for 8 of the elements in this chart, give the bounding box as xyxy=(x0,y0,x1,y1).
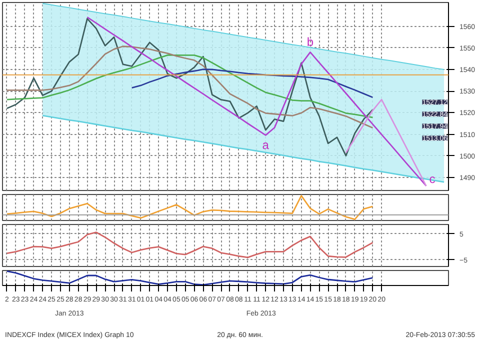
line-series xyxy=(131,68,374,98)
line-series xyxy=(6,54,374,118)
line-series xyxy=(6,232,374,258)
annotation: b xyxy=(306,35,314,50)
line-series xyxy=(6,18,374,156)
line-series xyxy=(6,46,374,129)
annotation: a xyxy=(262,138,270,152)
annotation: c xyxy=(429,172,436,186)
